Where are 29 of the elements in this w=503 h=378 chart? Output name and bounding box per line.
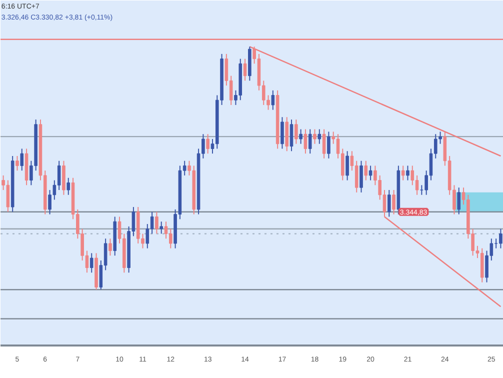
candlestick	[308, 128, 312, 154]
candlestick	[155, 211, 158, 234]
candlestick	[16, 155, 19, 172]
candlestick	[368, 165, 372, 181]
candlestick	[304, 128, 308, 154]
candlestick	[280, 116, 284, 150]
candlestick	[206, 134, 210, 154]
candlestick	[294, 119, 298, 144]
candlestick	[322, 128, 326, 159]
candlestick	[243, 58, 247, 82]
candlestick	[20, 148, 24, 172]
candlestick	[299, 128, 302, 144]
candlestick	[313, 128, 316, 144]
candlestick	[392, 190, 396, 215]
candlestick	[160, 221, 163, 234]
candlestick	[364, 160, 368, 181]
candlestick	[290, 119, 294, 152]
candlestick	[271, 90, 275, 110]
candlestick	[406, 165, 410, 181]
candlestick	[90, 252, 94, 274]
candlestick	[327, 131, 330, 159]
candlestick	[387, 190, 391, 218]
candlestick	[108, 238, 112, 256]
candlestick	[401, 165, 405, 181]
candlestick	[346, 150, 349, 181]
candlestick	[360, 160, 363, 193]
candlestick	[66, 177, 70, 196]
candlestick	[457, 187, 461, 215]
candlestick	[318, 128, 322, 144]
